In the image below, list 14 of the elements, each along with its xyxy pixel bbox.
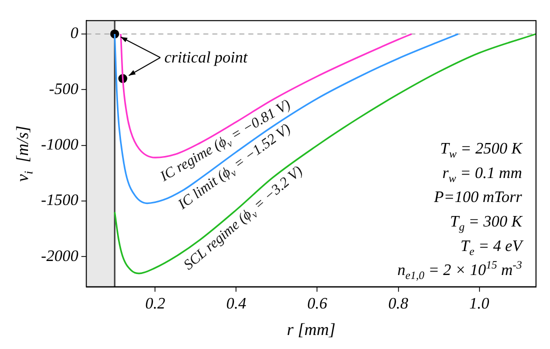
y-tick-label: -1500 bbox=[41, 192, 78, 210]
y-tick-label: -500 bbox=[49, 80, 78, 98]
x-tick-label: 1.0 bbox=[469, 296, 490, 313]
x-tick-label: 0.6 bbox=[307, 296, 328, 313]
x-tick-label: 0.8 bbox=[388, 296, 408, 313]
x-tick-label: 0.4 bbox=[226, 296, 246, 313]
y-tick-label: 0 bbox=[70, 25, 78, 42]
x-axis-title: r [mm] bbox=[286, 320, 336, 339]
x-tick-label: 0.2 bbox=[145, 296, 166, 313]
y-tick-label: -2000 bbox=[41, 248, 78, 265]
y-axis-title: vi [m/s] bbox=[13, 126, 36, 182]
annotation: critical point bbox=[164, 50, 248, 67]
annotation: P=100 mTorr bbox=[432, 189, 523, 206]
y-tick-label: -1000 bbox=[41, 136, 78, 154]
